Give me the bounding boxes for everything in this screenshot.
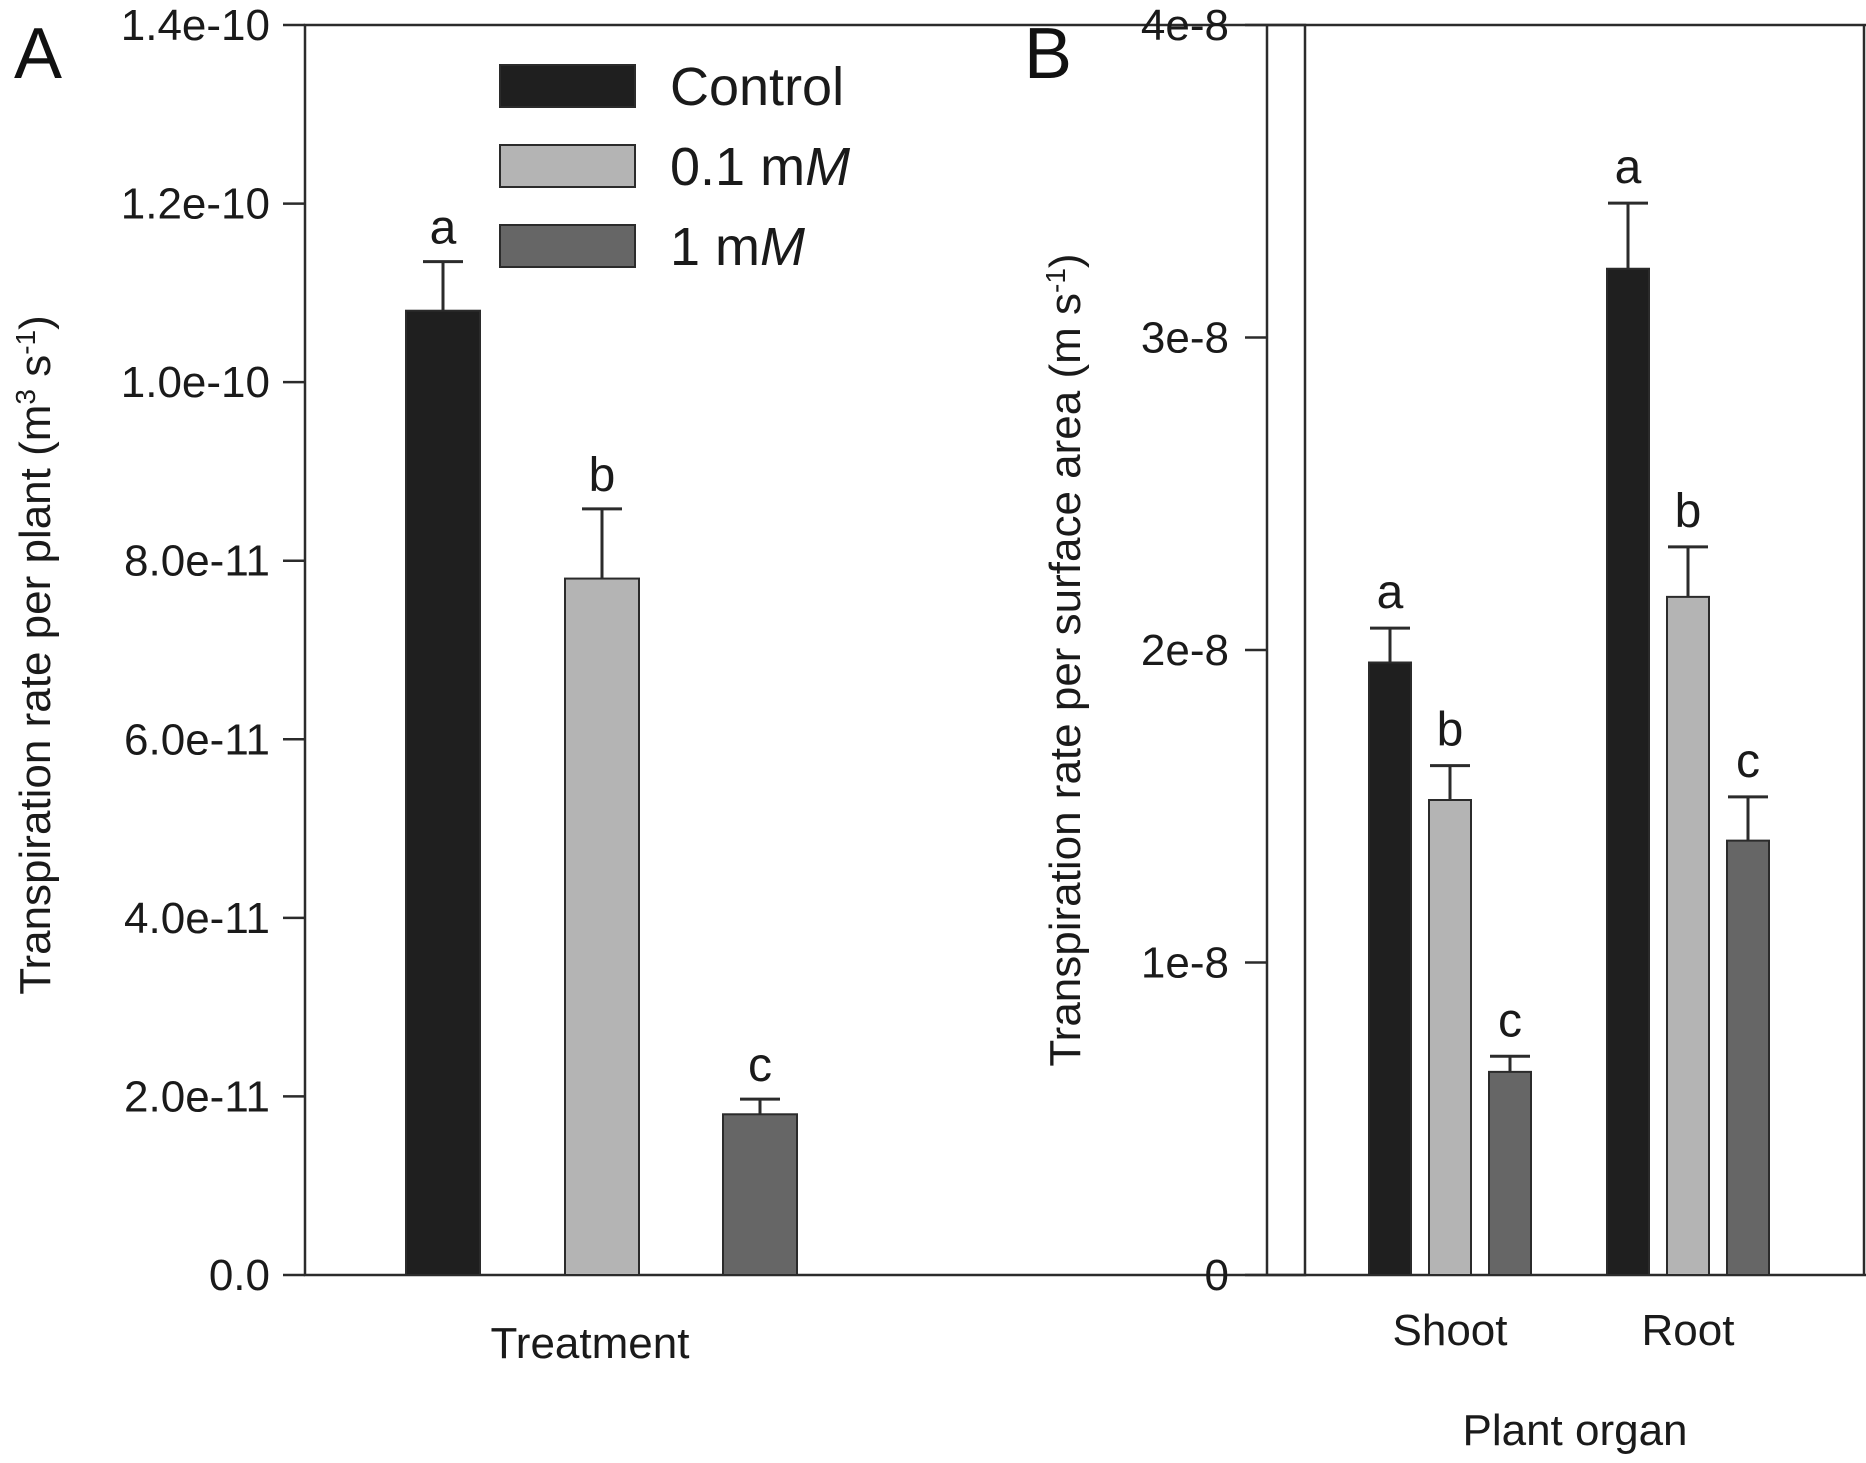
panel-a-y-tick-label: 6.0e-11 xyxy=(124,715,270,764)
panel-b: B 0 1e-8 2e-8 3e-8 4e-8 a a b b c c Shoot Root Pla… xyxy=(1024,1,1866,1455)
panel-b-significance-label: b xyxy=(1675,485,1702,538)
panel-b-y-tick-label: 1e-8 xyxy=(1141,939,1229,988)
panel-a-x-axis-title: Treatment xyxy=(491,1319,690,1368)
panel-a-y-ticks: 0.0 2.0e-11 4.0e-11 6.0e-11 8.0e-11 1.0e-10 1.… xyxy=(121,1,305,1300)
panel-a-legend: Control 0.1 mM 1 mM xyxy=(499,57,850,277)
panel-b-x-category-label: Shoot xyxy=(1393,1306,1508,1355)
legend-entry-label: Control xyxy=(670,57,844,117)
panel-b-bars: a a b b c c xyxy=(1368,141,1770,1276)
panel-b-x-category-label: Root xyxy=(1642,1306,1735,1355)
panel-b-significance-label: a xyxy=(1615,141,1642,194)
panel-a-y-tick-label: 1.0e-10 xyxy=(121,358,270,407)
panel-a-y-tick-label: 4.0e-11 xyxy=(124,894,270,943)
panel-a-letter: A xyxy=(14,14,62,94)
panel-b-y-tick-label: 4e-8 xyxy=(1141,1,1229,50)
legend-entry-label: 1 mM xyxy=(670,217,805,277)
panel-b-bar xyxy=(1606,267,1650,1276)
panel-a-y-tick-label: 0.0 xyxy=(209,1251,270,1300)
panel-b-letter: B xyxy=(1024,14,1072,94)
panel-b-significance-label: c xyxy=(1736,735,1760,788)
legend-swatch xyxy=(499,224,636,268)
panel-b-y-ticks: 0 1e-8 2e-8 3e-8 4e-8 xyxy=(1141,1,1866,1300)
panel-a-bar xyxy=(405,309,481,1276)
legend-swatch xyxy=(499,144,636,188)
panel-a-y-tick-label: 8.0e-11 xyxy=(124,537,270,586)
panel-b-x-axis-title: Plant organ xyxy=(1462,1406,1687,1455)
panel-a-y-axis-title: Transpiration rate per plant (m3 s-1) xyxy=(10,315,61,995)
legend-entry-label: 0.1 mM xyxy=(670,137,850,197)
panel-b-significance-label: b xyxy=(1437,704,1464,757)
panel-a: A 0.0 2.0e-11 4.0e-11 6.0e-11 8.0e-11 1.0e-10… xyxy=(10,1,1307,1368)
panel-b-y-tick-label: 3e-8 xyxy=(1141,314,1229,363)
panel-b-significance-label: c xyxy=(1498,994,1522,1047)
panel-a-bars: a b c xyxy=(405,202,798,1277)
panel-a-significance-label: a xyxy=(430,202,457,255)
panel-a-y-tick-label: 1.4e-10 xyxy=(121,1,270,50)
panel-a-significance-label: c xyxy=(748,1039,772,1092)
panel-b-bar xyxy=(1428,799,1472,1276)
panel-a-bar xyxy=(564,577,640,1276)
panel-a-y-tick-label: 2.0e-11 xyxy=(124,1072,270,1121)
legend-swatch xyxy=(499,64,636,108)
panel-a-bar xyxy=(722,1113,798,1277)
panel-a-plot-frame xyxy=(303,23,1307,1277)
panel-b-bar xyxy=(1666,595,1710,1276)
panel-b-y-tick-label: 2e-8 xyxy=(1141,626,1229,675)
panel-b-x-categories: Shoot Root xyxy=(1393,1306,1735,1355)
panel-b-bar xyxy=(1726,839,1770,1276)
panel-b-y-axis-title: Transpiration rate per surface area (m s… xyxy=(1040,253,1091,1066)
panel-b-bar xyxy=(1488,1070,1532,1276)
panel-a-significance-label: b xyxy=(589,449,616,502)
panel-b-significance-label: a xyxy=(1377,566,1404,619)
panel-a-y-tick-label: 1.2e-10 xyxy=(121,180,270,229)
panel-b-bar xyxy=(1368,661,1412,1276)
panel-b-y-tick-label: 0 xyxy=(1205,1251,1229,1300)
